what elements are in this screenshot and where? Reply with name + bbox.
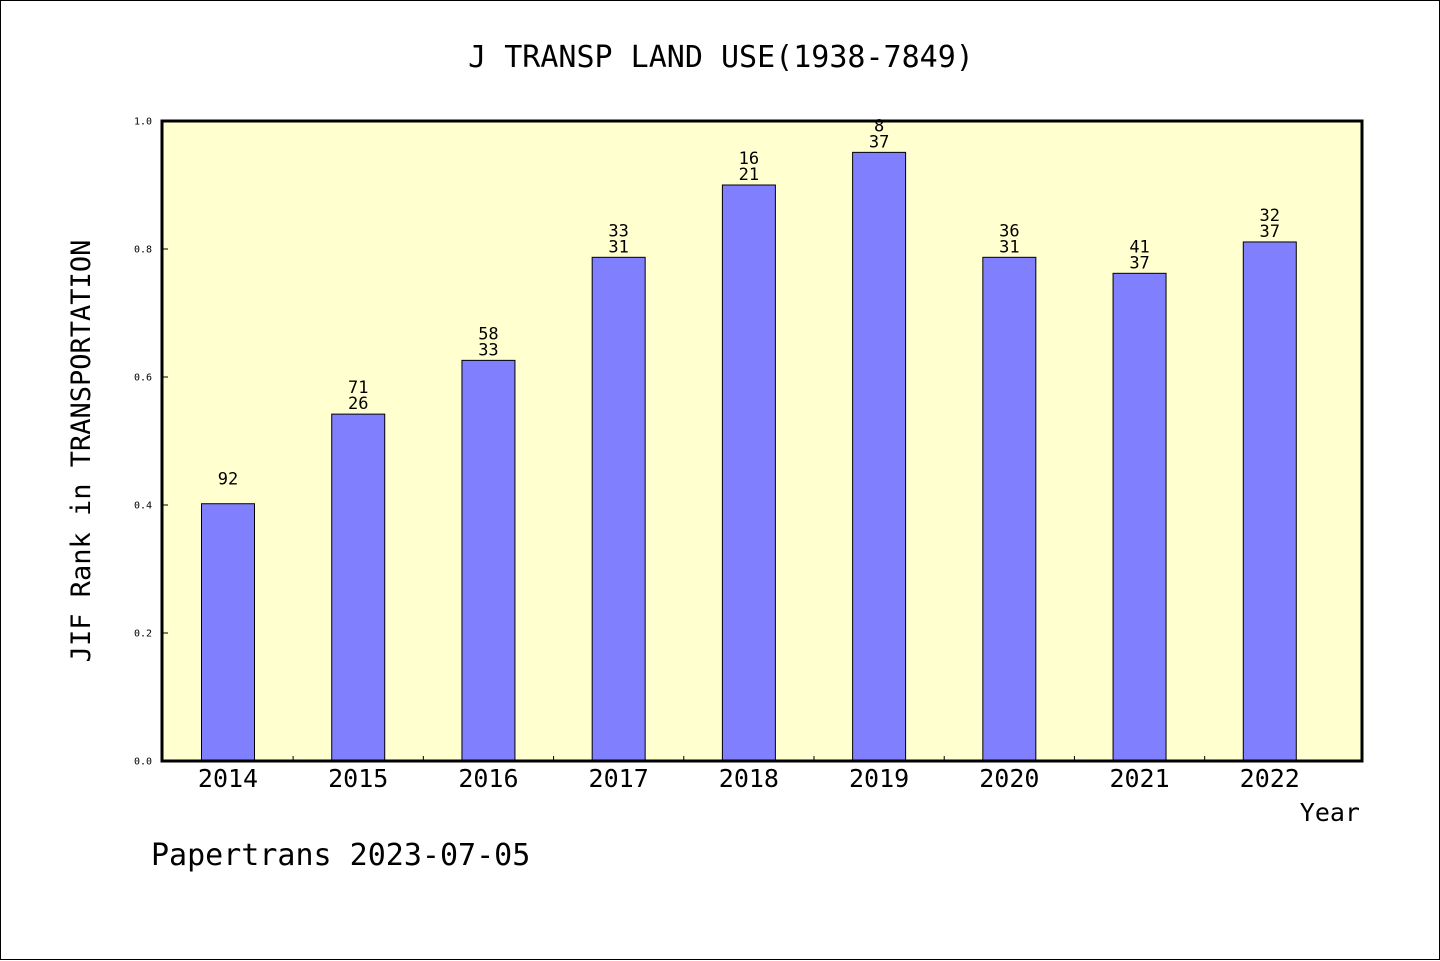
bar-2019 bbox=[852, 151, 907, 762]
bar-label-top-2021: 41 bbox=[1129, 237, 1149, 257]
y-axis-label: JIF Rank in TRANSPORTATION bbox=[66, 240, 97, 663]
bar-label-bottom-2015: 26 bbox=[348, 394, 368, 414]
y-tick-label: 0.4 bbox=[134, 501, 152, 512]
x-tick-label-2021: 2021 bbox=[1109, 764, 1169, 793]
bar-label-bottom-2021: 37 bbox=[1129, 253, 1149, 273]
x-tick-label-2017: 2017 bbox=[589, 764, 649, 793]
x-tick-label-2018: 2018 bbox=[719, 764, 779, 793]
x-axis-ticks: 2014 2015 2016 2017 2018 2019 2020 2021 2022 bbox=[198, 756, 1300, 793]
footer-text: Papertrans 2023-07-05 bbox=[151, 838, 530, 873]
y-tick-label: 0.0 bbox=[134, 757, 152, 768]
plot-border bbox=[160, 119, 1364, 763]
bar-label-bottom-2017: 31 bbox=[608, 237, 628, 257]
x-tick-label-2022: 2022 bbox=[1240, 764, 1300, 793]
bar-label-top-2015: 71 bbox=[348, 378, 368, 398]
bar-label-top-2022: 32 bbox=[1260, 206, 1280, 226]
bar-2017 bbox=[591, 256, 646, 762]
y-tick-label: 0.6 bbox=[134, 373, 152, 384]
bar-2014 bbox=[201, 503, 255, 762]
bar-label-bottom-2014: 92 bbox=[218, 470, 238, 490]
y-tick-label: 1.0 bbox=[134, 117, 152, 128]
bar-2020 bbox=[982, 256, 1037, 762]
bar-label-top-2018: 16 bbox=[739, 149, 759, 169]
bar-2021 bbox=[1112, 272, 1167, 762]
bar-label-bottom-2018: 21 bbox=[739, 165, 759, 185]
bar-label-top-2019: 8 bbox=[874, 116, 884, 136]
x-axis-label: Year bbox=[1300, 798, 1360, 827]
bar-label-top-2017: 33 bbox=[608, 221, 628, 241]
bar-2022 bbox=[1242, 241, 1297, 762]
x-tick-label-2020: 2020 bbox=[979, 764, 1039, 793]
bar-label-bottom-2016: 33 bbox=[478, 340, 498, 360]
bar-2015 bbox=[331, 413, 386, 762]
y-tick-label: 0.8 bbox=[134, 245, 152, 256]
x-tick-label-2014: 2014 bbox=[198, 764, 258, 793]
bar-label-top-2016: 58 bbox=[478, 324, 498, 344]
y-tick-label: 0.2 bbox=[134, 629, 152, 640]
bar-2018 bbox=[721, 184, 776, 762]
x-tick-label-2015: 2015 bbox=[328, 764, 388, 793]
bar-label-bottom-2022: 37 bbox=[1260, 222, 1280, 242]
bar-label-bottom-2019: 37 bbox=[869, 132, 889, 152]
x-tick-label-2019: 2019 bbox=[849, 764, 909, 793]
bar-label-bottom-2020: 31 bbox=[999, 237, 1019, 257]
x-tick-label-2016: 2016 bbox=[458, 764, 518, 793]
bars-group bbox=[201, 151, 1297, 762]
bar-label-top-2020: 36 bbox=[999, 221, 1019, 241]
bar-2016 bbox=[461, 359, 516, 762]
chart-title: J TRANSP LAND USE(1938-7849) bbox=[468, 40, 974, 75]
